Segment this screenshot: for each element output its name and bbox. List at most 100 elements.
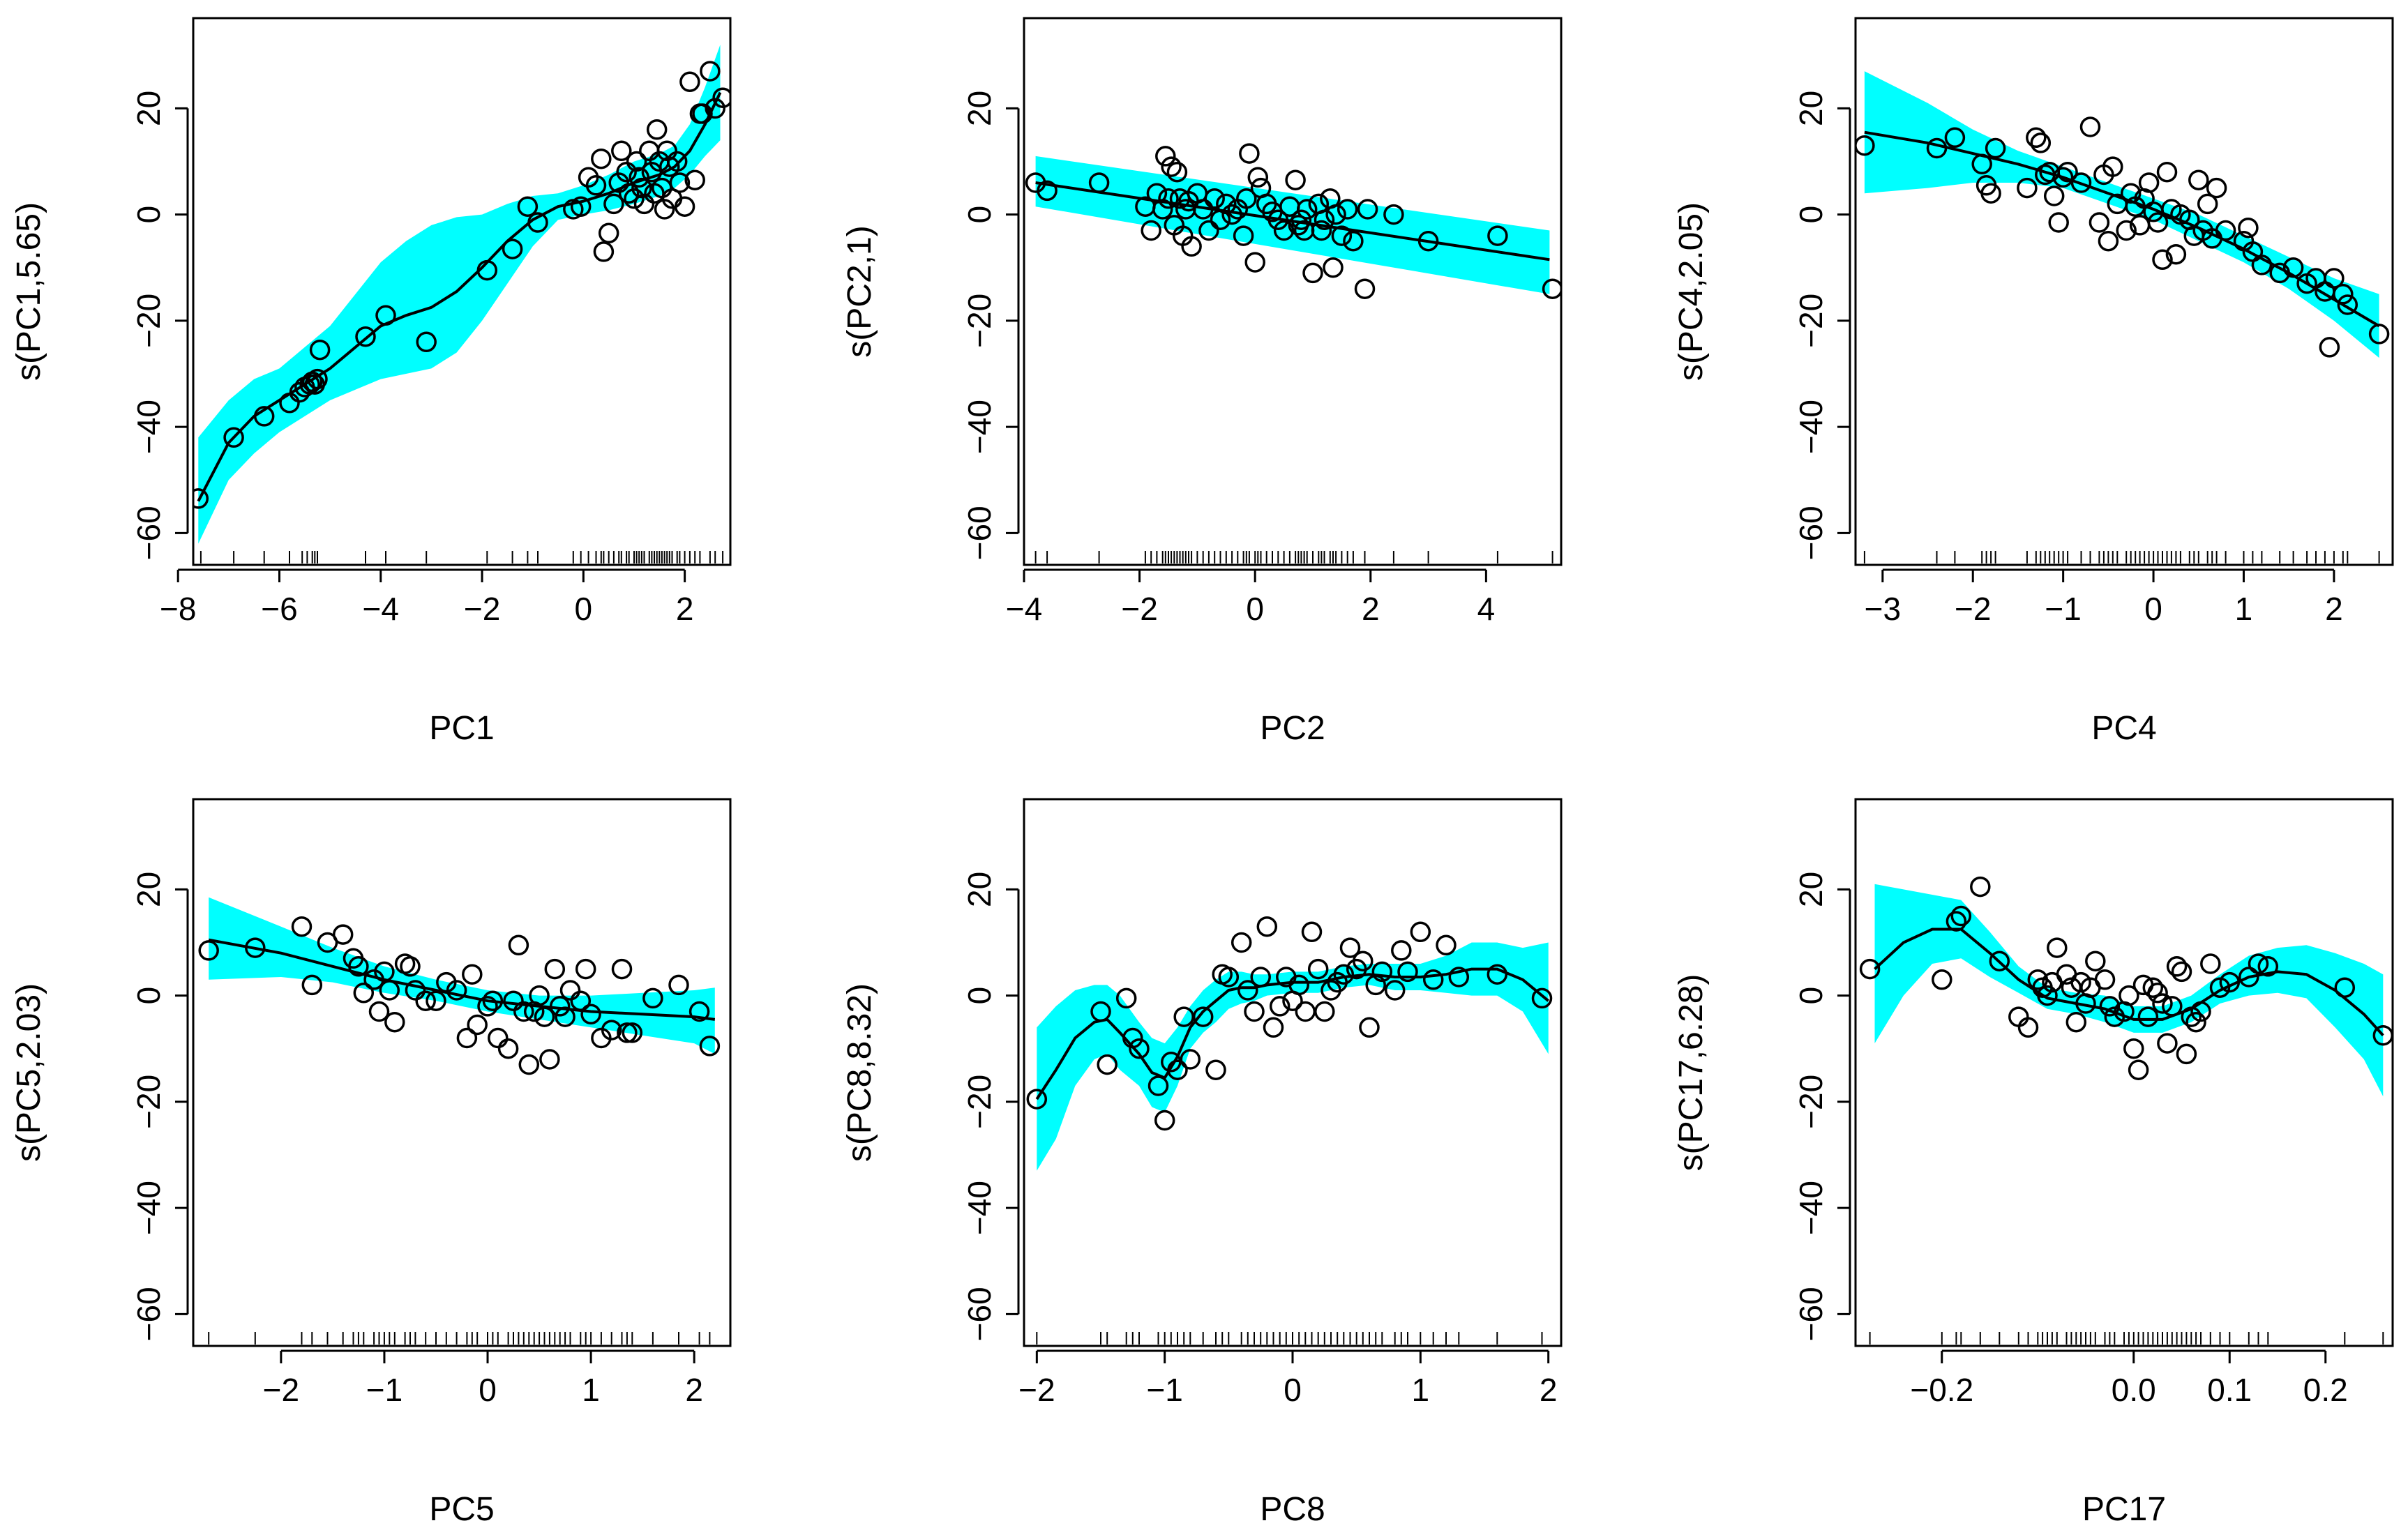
data-point: [559, 980, 581, 1001]
data-point: [1946, 911, 1967, 932]
data-point: [513, 1001, 534, 1022]
data-point: [1290, 209, 1312, 230]
data-point: [193, 488, 209, 509]
data-point: [488, 1027, 509, 1049]
data-point: [1397, 961, 1418, 983]
data-point: [1167, 1059, 1188, 1080]
data-point: [2200, 953, 2221, 974]
chart-panel-pc5: −2 −1 0 1 2 PC5 −60 −40 −20 0 20 s(PC5,2.03): [10, 798, 732, 1528]
data-point: [1231, 932, 1252, 953]
data-point: [2282, 257, 2304, 278]
data-point: [1239, 143, 1260, 164]
data-point: [2368, 324, 2390, 344]
x-tick-label: 0: [1246, 591, 1264, 627]
data-point: [624, 188, 645, 209]
data-point: [1343, 230, 1364, 252]
x-tick-label: −0.2: [1910, 1372, 1973, 1408]
data-point: [1357, 199, 1378, 220]
data-point: [1365, 974, 1386, 996]
data-point: [585, 175, 607, 196]
data-point: [253, 406, 275, 427]
x-tick-label: 2: [2325, 591, 2343, 627]
data-point: [2017, 177, 2038, 199]
y-tick-label: −60: [130, 506, 167, 560]
data-point: [1233, 225, 1254, 246]
y-tick-label: 20: [961, 91, 998, 126]
data-point: [2147, 983, 2168, 1004]
data-point: [2334, 977, 2356, 998]
data-point: [1422, 969, 1444, 990]
data-point: [1244, 1001, 1265, 1022]
x-tick-label: −3: [1865, 591, 1901, 627]
y-tick-label: −20: [1793, 294, 1829, 348]
data-point: [2057, 161, 2078, 183]
y-tick-label: −20: [130, 294, 167, 348]
data-point: [593, 241, 615, 262]
data-point: [1263, 1017, 1284, 1038]
x-tick-label: 0: [479, 1372, 497, 1408]
data-point: [1944, 127, 1966, 149]
data-point: [1531, 987, 1553, 1009]
data-point: [1856, 135, 1875, 156]
data-point: [2102, 156, 2123, 177]
data-point: [2142, 977, 2164, 998]
x-tick-label: −2: [263, 1372, 299, 1408]
data-point: [1989, 951, 2010, 971]
data-point: [2185, 1011, 2206, 1033]
data-point: [353, 983, 375, 1004]
plot-frame: [1023, 798, 1563, 1347]
data-point: [598, 222, 619, 244]
data-point: [539, 1049, 560, 1070]
data-point: [2030, 132, 2052, 153]
data-point: [1371, 961, 1393, 983]
data-point: [674, 196, 695, 217]
data-point: [591, 148, 612, 169]
data-point: [2157, 1033, 2178, 1054]
data-point: [2017, 1017, 2039, 1038]
data-point: [2324, 268, 2345, 289]
data-point: [529, 985, 550, 1006]
data-point: [1353, 951, 1374, 971]
x-tick-label: 2: [676, 591, 694, 627]
data-point: [1267, 209, 1289, 230]
data-point: [2176, 1043, 2197, 1065]
y-tick-label: 20: [130, 91, 167, 126]
data-point: [1097, 1054, 1118, 1075]
data-point: [2171, 961, 2192, 983]
x-tick-label: −1: [1146, 1372, 1182, 1408]
data-point: [2152, 993, 2173, 1014]
data-point: [555, 1006, 575, 1027]
data-point: [426, 990, 446, 1011]
data-point: [2238, 967, 2259, 987]
data-point: [379, 980, 400, 1001]
confidence-band: [1864, 71, 2379, 358]
data-point: [503, 990, 524, 1011]
x-tick-label: −4: [1006, 591, 1042, 627]
data-point: [570, 990, 592, 1011]
data-point: [2047, 937, 2068, 958]
y-tick-label: 20: [130, 872, 167, 907]
data-point: [223, 427, 244, 448]
data-point: [1448, 967, 1470, 987]
data-point: [2037, 985, 2058, 1006]
data-point: [1026, 1089, 1048, 1110]
data-point: [684, 169, 705, 190]
data-point: [2089, 212, 2110, 233]
y-tick-label: 0: [1793, 206, 1829, 224]
plot-area: [1025, 143, 1561, 299]
data-point: [617, 1022, 638, 1043]
chart-panel-pc4: −3 −2 −1 0 1 2 PC4 −60 −40 −20 0 20 s(PC4,2.05): [1673, 17, 2394, 747]
data-point: [1247, 167, 1269, 188]
x-axis-label: PC2: [1260, 710, 1325, 747]
data-point: [1161, 156, 1182, 177]
plot-frame: [1854, 17, 2394, 566]
data-point: [301, 974, 323, 996]
plot-area: [1859, 876, 2393, 1097]
data-point: [668, 974, 689, 996]
data-point: [1926, 137, 1948, 159]
data-point: [467, 1014, 488, 1036]
data-point: [1147, 1075, 1169, 1096]
data-point: [1088, 172, 1110, 193]
